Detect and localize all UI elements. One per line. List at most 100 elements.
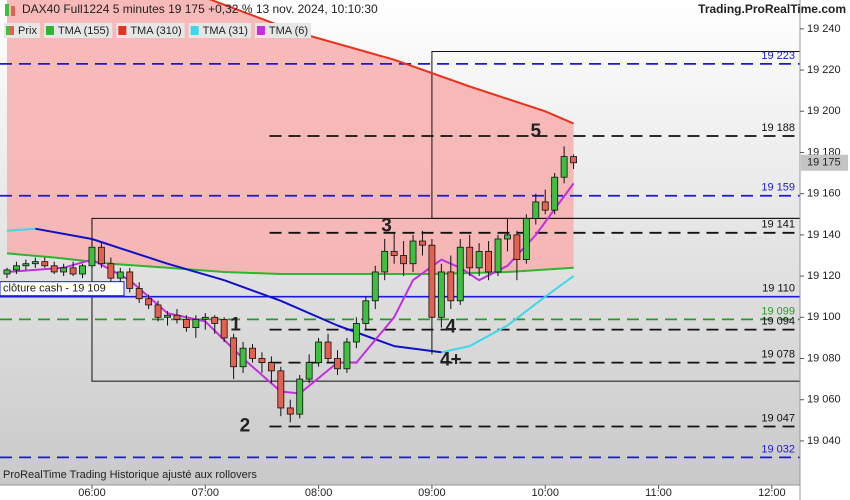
level-label: 19 032 bbox=[761, 443, 795, 455]
legend-bg bbox=[188, 23, 251, 38]
candle-body bbox=[182, 318, 190, 328]
candle-body bbox=[522, 217, 530, 261]
annotation: 3 bbox=[381, 216, 392, 237]
x-tick-label: 12:00 bbox=[758, 487, 786, 499]
candle-body bbox=[381, 250, 389, 273]
x-tick-label: 06:00 bbox=[78, 487, 106, 499]
candle-body bbox=[41, 261, 49, 267]
x-tick-label: 08:00 bbox=[305, 487, 333, 499]
candle-body bbox=[334, 358, 341, 370]
candle-body bbox=[126, 271, 134, 289]
candle-body bbox=[532, 201, 540, 219]
candle-body bbox=[296, 378, 304, 415]
annotation: 2 bbox=[240, 416, 251, 437]
legend-bg bbox=[254, 23, 312, 38]
candle-body bbox=[145, 298, 153, 306]
legend-bg bbox=[116, 23, 185, 38]
header-icon-down bbox=[11, 6, 15, 16]
candle-body bbox=[258, 358, 266, 364]
candle-body bbox=[352, 323, 360, 343]
candle-body bbox=[504, 234, 511, 240]
candle-body bbox=[419, 240, 426, 246]
header-icon-up bbox=[5, 4, 9, 16]
x-axis-background bbox=[0, 485, 800, 500]
legend-label: TMA (31) bbox=[203, 25, 248, 37]
candle-body bbox=[69, 267, 77, 275]
candle-body bbox=[239, 347, 247, 368]
legend-swatch bbox=[6, 26, 10, 35]
y-tick-label: 19 160 bbox=[807, 188, 841, 200]
legend-swatch bbox=[256, 26, 265, 35]
level-label: 19 078 bbox=[761, 349, 795, 361]
candle-body bbox=[107, 263, 115, 279]
candle-body bbox=[409, 240, 417, 265]
candle-body bbox=[201, 316, 209, 320]
ma-line-segment bbox=[544, 275, 575, 298]
legend-item: Prix bbox=[4, 23, 40, 38]
candle-body bbox=[466, 246, 474, 269]
annotation: 5 bbox=[530, 121, 541, 142]
ma-line-segment bbox=[469, 324, 508, 347]
chart-title: DAX40 Full1224 5 minutes 19 175 +0,32 % … bbox=[22, 2, 378, 16]
candle-body bbox=[541, 201, 549, 211]
x-tick-label: 10:00 bbox=[531, 487, 559, 499]
annotation: 1 bbox=[230, 315, 241, 336]
source-label: Trading.ProRealTime.com bbox=[698, 2, 846, 16]
candle-body bbox=[88, 246, 96, 267]
candle-body bbox=[570, 156, 577, 164]
x-tick-label: 11:00 bbox=[645, 487, 672, 499]
ma-line-segment bbox=[91, 238, 168, 265]
legend-label: TMA (310) bbox=[130, 25, 181, 37]
plot-area: 1 2 3 4 4+ 5 bbox=[0, 0, 800, 459]
candle-body bbox=[315, 341, 323, 364]
candle-body bbox=[475, 250, 483, 269]
legend-label: Prix bbox=[18, 25, 37, 37]
ma-line-segment bbox=[6, 227, 36, 232]
candle-body bbox=[50, 265, 58, 273]
zone-box bbox=[431, 51, 800, 219]
candle-body bbox=[135, 288, 143, 300]
y-tick-label: 19 240 bbox=[807, 23, 841, 35]
candle-body bbox=[3, 269, 11, 275]
candle-body bbox=[494, 238, 502, 273]
candle-body bbox=[447, 271, 455, 302]
ma-line-segment bbox=[35, 227, 93, 240]
candle-body bbox=[343, 341, 351, 370]
candle-body bbox=[437, 271, 445, 318]
x-tick-label: 09:00 bbox=[418, 487, 446, 499]
y-tick-label: 19 220 bbox=[807, 64, 841, 76]
candle-body bbox=[551, 176, 559, 211]
candle-body bbox=[116, 271, 124, 279]
last-price-label: 19 175 bbox=[807, 157, 841, 169]
candle-body bbox=[192, 318, 200, 328]
last-price-box bbox=[801, 154, 848, 171]
candle-body bbox=[97, 246, 105, 265]
legend-item: TMA (310) bbox=[116, 23, 185, 38]
candle-body bbox=[324, 341, 332, 359]
candle-body bbox=[456, 246, 464, 302]
y-tick-label: 19 100 bbox=[807, 311, 841, 323]
cash-close-box bbox=[0, 281, 125, 297]
ma-line-segment bbox=[393, 345, 442, 354]
candle-body bbox=[22, 263, 30, 267]
legend-label: TMA (155) bbox=[58, 25, 109, 37]
y-tick-label: 19 200 bbox=[807, 105, 841, 117]
legend-swatch bbox=[190, 26, 199, 35]
candle-body bbox=[267, 362, 275, 372]
level-label: 19 141 bbox=[761, 219, 795, 231]
y-axis-background bbox=[800, 0, 850, 500]
candle-body bbox=[31, 261, 39, 265]
candle-body bbox=[277, 370, 285, 409]
candle-body bbox=[485, 250, 492, 273]
candle-body bbox=[13, 265, 20, 271]
candle-body bbox=[173, 314, 181, 320]
x-tick-label: 07:00 bbox=[192, 487, 220, 499]
ma-line-segment bbox=[337, 324, 395, 348]
ma-line-segment bbox=[223, 279, 282, 302]
legend-item: TMA (31) bbox=[188, 23, 251, 38]
ma-line-segment bbox=[441, 345, 470, 354]
candle-body bbox=[286, 407, 294, 415]
